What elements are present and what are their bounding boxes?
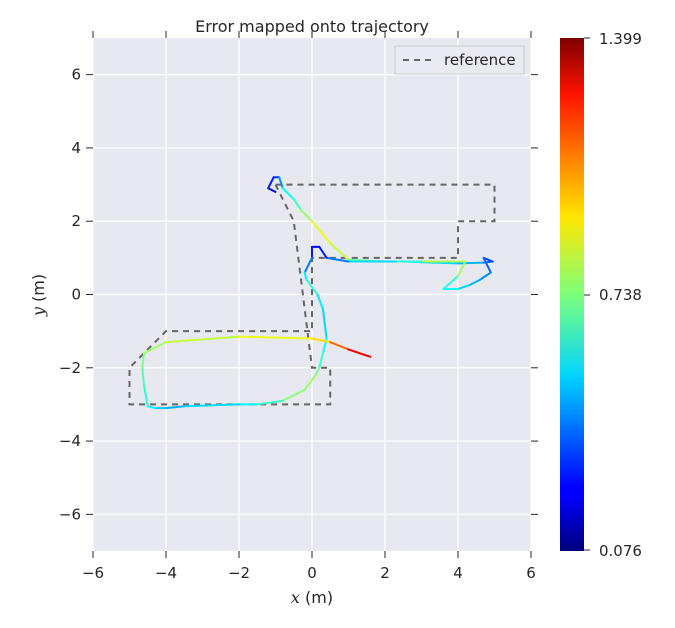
trajectory-segment	[278, 176, 284, 190]
x-tick-label: −4	[155, 564, 177, 582]
plot-lines	[128, 176, 496, 410]
trajectory-segment	[165, 405, 186, 410]
x-tick-label: −6	[82, 564, 104, 582]
trajectory-segment	[165, 335, 240, 344]
trajectory-segment	[303, 256, 313, 274]
trajectory-segment	[442, 275, 459, 291]
trajectory-segment	[303, 374, 317, 391]
trajectory-segment	[318, 352, 324, 369]
trajectory-segment	[311, 286, 319, 296]
y-axis-label: y (m)	[29, 274, 48, 317]
tick-labels: −6 −4 −2 0 2 4 6 −6 −4 −2 0 2 4 6	[59, 66, 536, 582]
chart-title: Error mapped onto trajectory	[195, 17, 429, 36]
trajectory-segment	[325, 256, 350, 263]
y-tick-label: 0	[71, 286, 81, 304]
legend-reference-label: reference	[444, 51, 516, 69]
y-tick-label: −2	[59, 359, 81, 377]
colorbar-gradient	[560, 38, 584, 551]
trajectory-segment	[316, 293, 324, 311]
x-axis-label: x (m)	[291, 588, 333, 607]
x-tick-label: 2	[380, 564, 390, 582]
trajectory-segment	[347, 348, 372, 358]
colorbar-min-label: 0.076	[599, 542, 642, 560]
trajectory-segment	[329, 341, 350, 351]
trajectory-segment	[329, 242, 350, 261]
trajectory-segment	[314, 366, 321, 377]
x-tick-label: 0	[307, 564, 317, 582]
trajectory-segment	[457, 261, 485, 265]
legend-box	[394, 45, 525, 75]
trajectory-segment	[141, 352, 146, 369]
x-tick-label: 6	[526, 564, 536, 582]
trajectory-segment	[318, 245, 328, 259]
trajectory-segment	[478, 271, 492, 281]
axis-ticks	[86, 31, 538, 558]
x-tick-label: 4	[453, 564, 463, 582]
y-tick-label: 4	[71, 139, 81, 157]
trajectory-segment	[482, 256, 494, 263]
legend: reference	[394, 45, 525, 75]
reference-line	[128, 183, 496, 406]
colorbar-max-label: 1.399	[599, 30, 642, 48]
trajectory-segment	[311, 220, 332, 245]
trajectory-segment	[457, 284, 470, 291]
colorbar: 1.399 0.738 0.076	[560, 30, 642, 560]
trajectory-segment	[321, 308, 328, 340]
trajectory-segment	[267, 187, 277, 193]
trajectory-segment	[300, 209, 313, 223]
trajectory-segment	[183, 403, 240, 408]
trajectory-segment	[146, 405, 157, 410]
y-tick-label: −6	[59, 505, 81, 523]
trajectory-segment	[238, 335, 313, 340]
trajectory-segment	[303, 271, 308, 281]
y-tick-label: −4	[59, 432, 81, 450]
trajectory-segment	[311, 337, 332, 344]
trajectory-segment	[457, 260, 467, 278]
trajectory-segment	[256, 399, 284, 406]
trajectory-segment	[305, 278, 313, 289]
trajectory-segment	[482, 256, 492, 274]
trajectory-segment	[143, 341, 167, 355]
trajectory-segment	[143, 385, 149, 408]
trajectory-segment	[281, 388, 306, 402]
trajectory-segment	[292, 198, 303, 212]
trajectory-segment	[467, 278, 481, 287]
trajectory-segment	[267, 176, 275, 190]
x-tick-label: −2	[228, 564, 250, 582]
y-tick-label: 2	[71, 212, 81, 230]
y-tick-label: 6	[71, 66, 81, 84]
trajectory-segment	[281, 187, 295, 201]
colorbar-mid-label: 0.738	[599, 286, 642, 304]
trajectory-segment	[141, 366, 146, 388]
